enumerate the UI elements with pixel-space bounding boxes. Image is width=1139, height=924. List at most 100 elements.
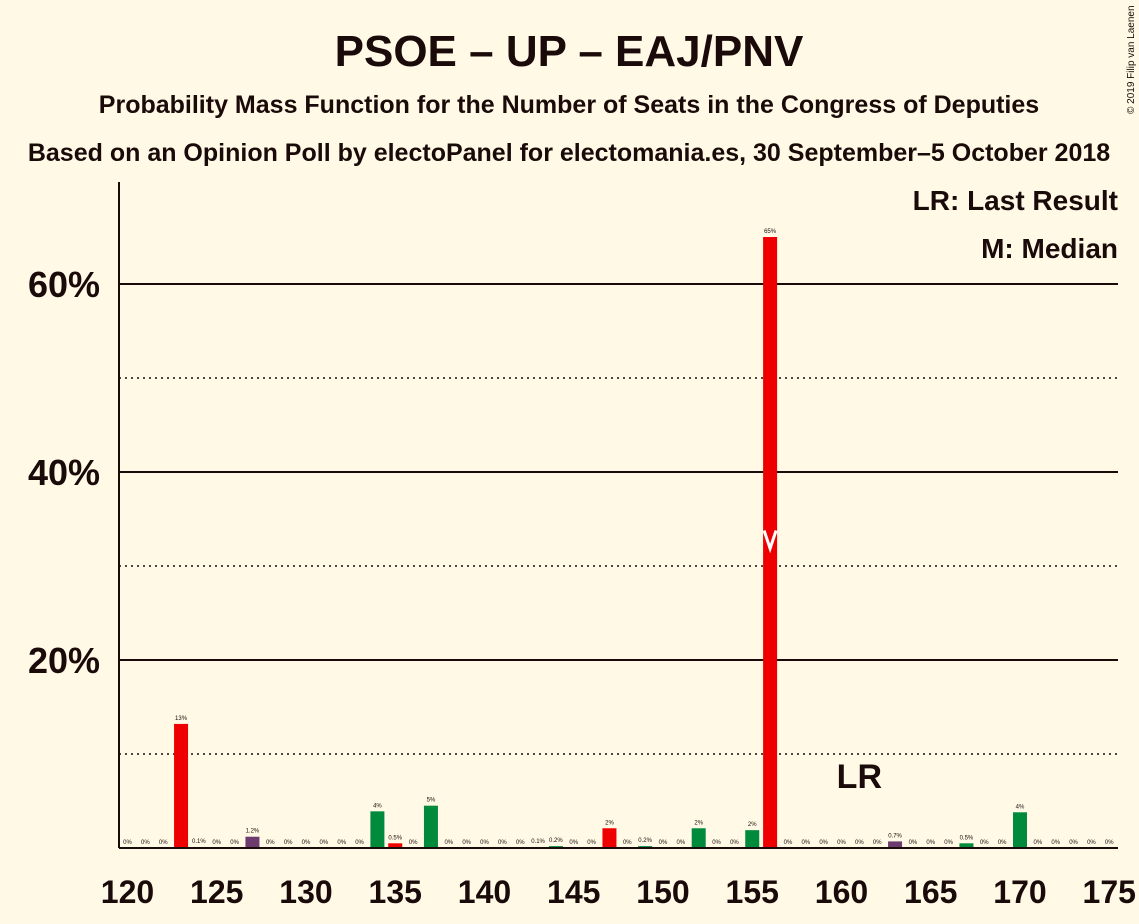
bar-series (174, 237, 1027, 848)
bar-137 (423, 805, 438, 848)
y-tick-60: 60% (28, 264, 100, 305)
x-tick-labels: 120 125 130 135 140 145 150 155 160 165 170 175 (101, 874, 1136, 910)
data-label-164: 0% (909, 840, 918, 846)
data-label-130: 0% (302, 840, 311, 846)
legend-median: M: Median (981, 233, 1118, 264)
y-tick-20: 20% (28, 640, 100, 681)
data-label-159: 0% (819, 840, 828, 846)
data-label-163: 0.7% (888, 833, 902, 839)
data-label-157: 0% (784, 840, 793, 846)
data-label-125: 0% (212, 840, 221, 846)
data-label-129: 0% (284, 840, 293, 846)
data-label-150: 0% (659, 840, 668, 846)
data-label-121: 0% (141, 840, 150, 846)
data-label-169: 0% (998, 840, 1007, 846)
bar-147 (602, 828, 617, 848)
data-label-128: 0% (266, 840, 275, 846)
data-label-172: 0% (1051, 840, 1060, 846)
axes (118, 182, 1118, 849)
data-label-165: 0% (926, 840, 935, 846)
x-tick-155: 155 (726, 874, 779, 910)
data-label-127: 1.2% (246, 829, 260, 835)
data-label-154: 0% (730, 840, 739, 846)
data-label-156: 65% (764, 229, 777, 235)
legend-last-result: LR: Last Result (913, 185, 1118, 216)
x-tick-150: 150 (636, 874, 689, 910)
data-label-174: 0% (1087, 840, 1096, 846)
x-tick-130: 130 (279, 874, 332, 910)
data-label-144: 0.2% (549, 838, 563, 844)
data-label-158: 0% (801, 840, 810, 846)
data-label-151: 0% (677, 840, 686, 846)
data-label-167: 0.5% (960, 835, 974, 841)
bar-163 (888, 841, 903, 848)
bar-152 (691, 828, 706, 848)
data-label-168: 0% (980, 840, 989, 846)
data-label-122: 0% (159, 840, 168, 846)
x-tick-170: 170 (993, 874, 1046, 910)
data-label-143: 0.1% (531, 839, 545, 845)
data-label-132: 0% (337, 840, 346, 846)
chart-title: PSOE – UP – EAJ/PNV (335, 27, 804, 76)
data-label-148: 0% (623, 840, 632, 846)
bar-134 (370, 811, 385, 848)
data-label-153: 0% (712, 840, 721, 846)
median-marker (762, 530, 778, 554)
data-label-120: 0% (123, 840, 132, 846)
x-tick-175: 175 (1083, 874, 1136, 910)
data-label-123: 13% (175, 716, 188, 722)
bar-156 (763, 237, 778, 848)
data-label-162: 0% (873, 840, 882, 846)
data-label-161: 0% (855, 840, 864, 846)
data-label-145: 0% (569, 840, 578, 846)
poll-source: Based on an Opinion Poll by electoPanel … (28, 139, 1110, 167)
data-label-149: 0.2% (638, 838, 652, 844)
data-label-135: 0.5% (388, 835, 402, 841)
x-tick-165: 165 (904, 874, 957, 910)
data-label-140: 0% (480, 840, 489, 846)
x-tick-145: 145 (547, 874, 600, 910)
data-label-171: 0% (1034, 840, 1043, 846)
data-label-147: 2% (605, 820, 614, 826)
data-label-138: 0% (444, 840, 453, 846)
data-label-155: 2% (748, 822, 757, 828)
data-label-137: 5% (427, 798, 436, 804)
x-tick-140: 140 (458, 874, 511, 910)
gridlines (119, 283, 1118, 755)
data-label-146: 0% (587, 840, 596, 846)
data-label-139: 0% (462, 840, 471, 846)
data-label-142: 0% (516, 840, 525, 846)
bar-170 (1013, 812, 1027, 848)
y-tick-40: 40% (28, 452, 100, 493)
data-label-160: 0% (837, 840, 846, 846)
chart-subtitle: Probability Mass Function for the Number… (99, 91, 1039, 119)
data-label-152: 2% (694, 820, 703, 826)
last-result-label: LR (837, 758, 882, 796)
data-label-141: 0% (498, 840, 507, 846)
x-tick-125: 125 (190, 874, 243, 910)
data-label-126: 0% (230, 840, 239, 846)
data-label-134: 4% (373, 803, 382, 809)
bar-155 (745, 830, 760, 848)
data-label-136: 0% (409, 840, 418, 846)
data-labels: 0% 0% 0% 13% 0.1% 0% 0% 1.2% 0% 0% 0% 0% 0% 0% 4% 0.5% 0… (123, 229, 1114, 846)
x-tick-160: 160 (815, 874, 868, 910)
bar-135 (388, 843, 403, 848)
y-tick-labels: 20% 40% 60% (28, 264, 100, 681)
data-label-175: 0% (1105, 840, 1114, 846)
median-chevron (762, 530, 778, 554)
data-label-133: 0% (355, 840, 364, 846)
x-tick-120: 120 (101, 874, 154, 910)
bar-127 (245, 836, 260, 848)
x-tick-135: 135 (369, 874, 422, 910)
copyright-note: © 2019 Filip van Laenen (1126, 5, 1137, 114)
bar-167 (959, 843, 974, 848)
data-label-170: 4% (1016, 804, 1025, 810)
data-label-173: 0% (1069, 840, 1078, 846)
data-label-166: 0% (944, 840, 953, 846)
bar-123 (174, 723, 189, 848)
data-label-131: 0% (320, 840, 329, 846)
data-label-124: 0.1% (192, 839, 206, 845)
